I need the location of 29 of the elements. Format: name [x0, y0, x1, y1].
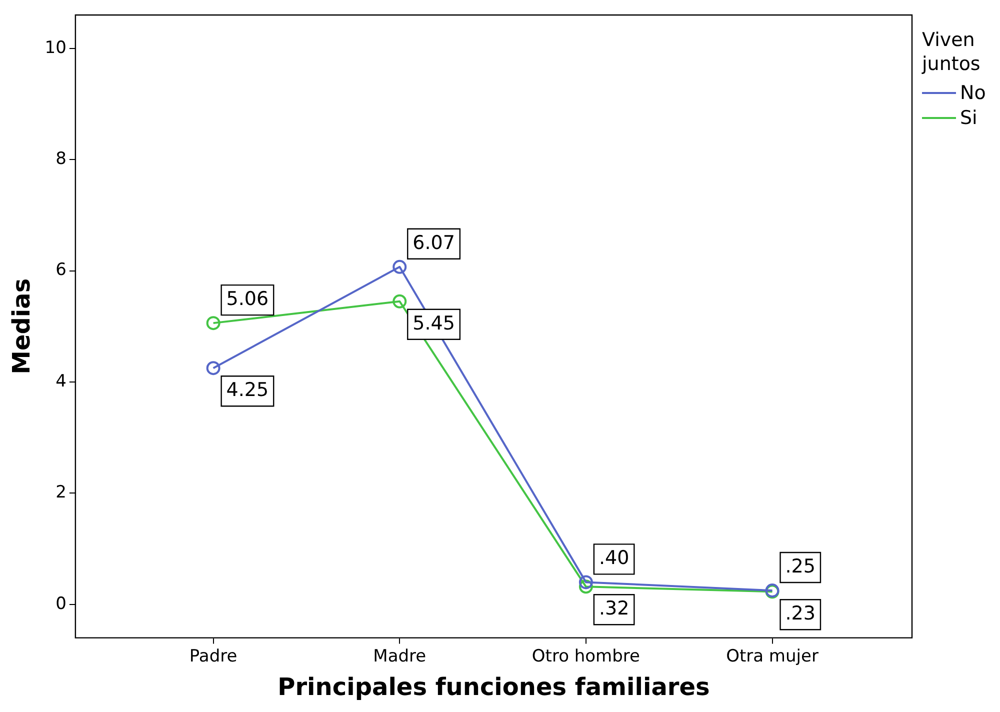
- point: [206, 361, 220, 376]
- data-label: 5.06: [226, 288, 269, 310]
- data-label: .25: [785, 555, 816, 578]
- data-label: 4.25: [226, 379, 269, 402]
- x-axis-title: Principales funciones familiares: [278, 672, 710, 701]
- point: [206, 316, 220, 330]
- point: [392, 260, 407, 274]
- y-tick-label: 10: [44, 38, 66, 58]
- x-tick-label: Otra mujer: [726, 646, 818, 666]
- x-tick-label: Padre: [189, 646, 238, 666]
- point: [578, 575, 593, 590]
- point: [578, 580, 593, 594]
- data-label: 5.45: [412, 312, 455, 334]
- data-label: .40: [598, 547, 630, 570]
- data-label: 6.07: [412, 232, 455, 254]
- legend-label: No: [960, 82, 986, 104]
- y-tick-label: 2: [56, 482, 66, 503]
- data-label: .32: [598, 598, 630, 620]
- x-tick-label: Madre: [373, 646, 426, 666]
- y-tick-label: 4: [56, 371, 66, 392]
- legend-label: Si: [960, 106, 978, 128]
- legend-title: Viven juntos: [922, 28, 982, 76]
- y-tick-label: 0: [56, 594, 66, 614]
- point: [392, 294, 407, 308]
- y-axis-title: Medias: [8, 278, 36, 374]
- y-tick-label: 8: [56, 149, 66, 169]
- x-tick-label: Otro hombre: [532, 646, 640, 666]
- data-label: .23: [785, 602, 816, 625]
- y-tick-label: 6: [56, 260, 66, 280]
